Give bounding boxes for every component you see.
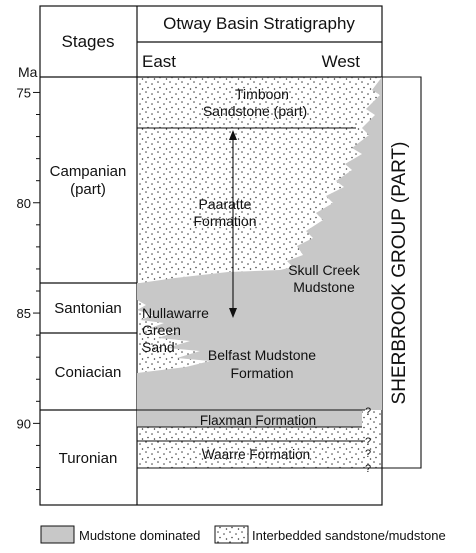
timboon-label-line1: Timboon — [235, 86, 289, 102]
age-tick-label-85: 85 — [17, 306, 31, 321]
paaratte-extent-arrow — [229, 130, 237, 318]
stage-boundaries — [40, 282, 137, 411]
axis-unit-label: Ma — [18, 64, 38, 80]
belfast-label-line1: Belfast Mudstone — [208, 347, 316, 363]
age-tick-label-80: 80 — [17, 196, 31, 211]
skull-creek-label-line1: Skull Creek — [288, 262, 361, 278]
stage-santonian: Santonian — [54, 300, 122, 317]
age-axis: 75 80 85 90 — [17, 85, 40, 491]
skull-creek-label-line2: Mudstone — [293, 279, 355, 295]
timboon-label-line2: Sandstone (part) — [203, 103, 307, 119]
nullawarre-label-line3: Sand — [142, 339, 175, 355]
nullawarre-label-line1: Nullawarre — [142, 305, 209, 321]
age-tick-label-75: 75 — [17, 85, 31, 100]
nullawarre-label-line2: Green — [142, 322, 181, 338]
legend-interbedded-label: Interbedded sandstone/mudstone — [252, 528, 446, 543]
east-label: East — [142, 52, 176, 71]
legend: Mudstone dominated Interbedded sandstone… — [40, 525, 446, 544]
stages-header: Stages — [62, 32, 115, 51]
belfast-label-line2: Formation — [230, 365, 293, 381]
flaxman-label: Flaxman Formation — [200, 413, 316, 428]
waarre-label: Waarre Formation — [202, 447, 310, 462]
diagram-title: Otway Basin Stratigraphy — [163, 14, 355, 33]
uncertain-mark-4: ? — [365, 463, 371, 475]
uncertain-mark-1: ? — [365, 406, 371, 418]
stage-campanian: Campanian — [50, 163, 127, 180]
sherbrook-group-label: SHERBROOK GROUP (PART) — [389, 142, 410, 405]
legend-interbedded-swatch — [214, 525, 249, 544]
age-tick-label-90: 90 — [17, 416, 31, 431]
formation-boundaries — [137, 127, 382, 469]
uncertain-mark-3: ? — [365, 448, 371, 460]
west-label: West — [322, 52, 361, 71]
uncertain-mark-2: ? — [365, 436, 371, 448]
flaxman-formation-fill — [137, 410, 362, 427]
paaratte-label-line2: Formation — [193, 213, 256, 229]
stage-coniacian: Coniacian — [55, 364, 122, 381]
group-bracket — [382, 76, 422, 469]
mudstone-region — [137, 77, 382, 410]
stage-turonian: Turonian — [59, 450, 118, 467]
stage-campanian-qualifier: (part) — [70, 181, 106, 198]
paaratte-label-line1: Paaratte — [199, 196, 252, 212]
legend-mudstone-label: Mudstone dominated — [79, 528, 200, 543]
legend-mudstone-swatch — [40, 525, 75, 544]
